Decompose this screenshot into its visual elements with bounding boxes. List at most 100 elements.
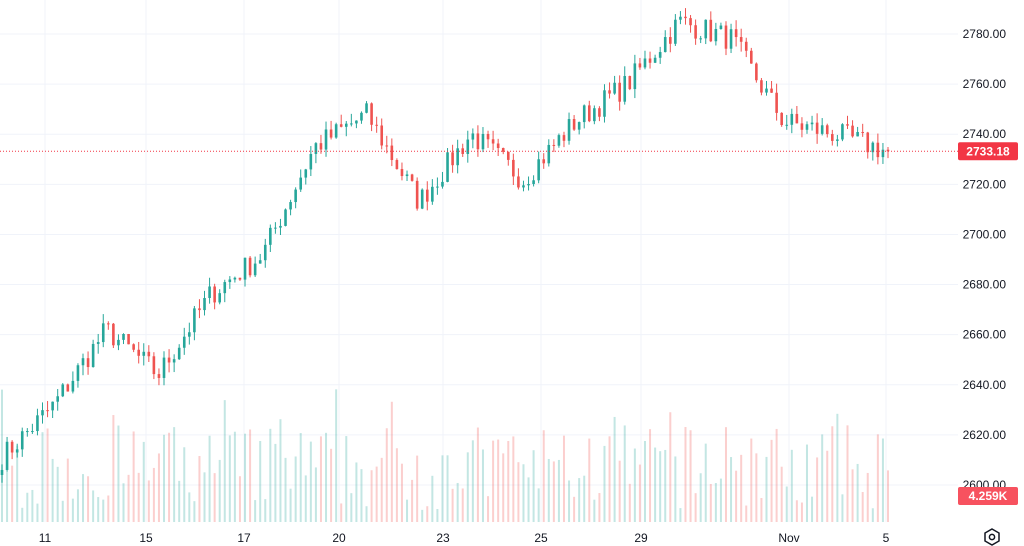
volume-bar — [365, 506, 368, 522]
volume-bar — [279, 419, 282, 522]
candle-body — [471, 133, 475, 140]
volume-bar — [461, 488, 464, 522]
candle-body — [653, 57, 657, 63]
candle-body — [876, 142, 880, 158]
volume-bar — [826, 450, 829, 522]
candle-body — [390, 145, 394, 161]
candle-body — [122, 334, 125, 340]
candle-body — [724, 25, 728, 49]
volume-bar — [330, 448, 333, 522]
candle-body — [512, 159, 515, 177]
volume-bar — [228, 435, 231, 522]
candle-body — [886, 149, 890, 152]
candle-body — [643, 58, 647, 68]
candle-body — [304, 169, 308, 178]
candle-body — [795, 113, 799, 124]
candle-body — [36, 415, 39, 432]
settings-button[interactable] — [984, 528, 1000, 546]
candle-body — [117, 339, 120, 346]
candle-body — [233, 277, 237, 280]
candle-body — [638, 63, 642, 68]
candle-body — [375, 124, 378, 126]
x-axis[interactable]: 11 15 17 20 23 25 29 Nov 5 — [39, 531, 890, 545]
volume-bar — [340, 503, 343, 522]
volume-bar — [380, 457, 383, 522]
candle-body — [628, 76, 632, 90]
volume-bar — [11, 465, 14, 522]
candle-body — [112, 323, 115, 346]
candle-body — [81, 358, 85, 366]
candle-body — [547, 144, 551, 164]
volume-bar — [395, 448, 398, 522]
volume-bar — [643, 440, 646, 522]
volume-bar — [375, 466, 378, 522]
candle-body — [633, 63, 637, 90]
volume-bar — [664, 449, 667, 522]
candles — [0, 8, 890, 483]
volume-bar — [517, 462, 520, 522]
volume-bar — [547, 458, 550, 522]
candle-body — [815, 122, 819, 134]
candle-body — [431, 186, 434, 202]
volume-tag: 4.259K — [958, 487, 1018, 505]
candle-body — [274, 227, 277, 229]
candle-body — [71, 380, 75, 392]
candle-body — [522, 185, 525, 188]
y-tick-label: 2660.00 — [963, 328, 1007, 342]
candle-body — [420, 189, 424, 209]
y-tick-label: 2780.00 — [963, 27, 1007, 41]
volume-bar — [568, 480, 571, 522]
volume-bar — [760, 498, 763, 522]
candle-body — [694, 25, 697, 39]
volume-bar — [421, 509, 424, 522]
candle-body — [750, 50, 753, 64]
volume-bar — [370, 470, 373, 522]
candle-body — [218, 293, 222, 303]
candle-body — [496, 143, 500, 149]
volume-bar — [203, 472, 206, 522]
candle-body — [861, 132, 864, 134]
candle-body — [314, 143, 318, 154]
volume-bar — [82, 474, 85, 522]
candle-body — [360, 112, 363, 121]
volume-bar — [335, 389, 338, 522]
candle-body — [436, 186, 439, 188]
candle-body — [648, 58, 652, 63]
volume-bar — [831, 426, 834, 522]
volume-bar — [654, 447, 657, 522]
candle-body — [339, 124, 343, 127]
candle-body — [689, 18, 692, 26]
candle-body — [380, 125, 384, 146]
candle-body — [365, 103, 368, 113]
candle-body — [147, 351, 151, 357]
volume-bar — [269, 428, 272, 522]
candle-body — [481, 133, 485, 150]
volume-bar — [6, 472, 9, 522]
volume-bar — [147, 480, 150, 522]
volume-bar — [487, 496, 490, 522]
volume-bar — [46, 428, 49, 522]
candle-body — [491, 139, 495, 144]
candle-body — [456, 148, 459, 166]
candle-body — [831, 134, 834, 141]
volume-bar — [552, 461, 555, 522]
candle-body — [26, 431, 29, 433]
candle-body — [466, 139, 470, 154]
volume-bar — [102, 499, 105, 522]
candle-body — [587, 105, 591, 122]
volume-bar — [193, 501, 196, 522]
y-axis[interactable]: 2600.002620.002640.002660.002680.002700.… — [963, 27, 1007, 492]
volume-bar — [512, 436, 515, 522]
volume-bar — [578, 478, 581, 522]
candle-body — [279, 225, 282, 228]
candle-body — [172, 359, 176, 363]
candle-body — [668, 37, 672, 44]
volume-bar — [603, 445, 606, 522]
candle-body — [744, 41, 748, 51]
volume-bar — [233, 431, 236, 522]
volume-bar — [41, 432, 44, 522]
candle-body — [324, 129, 328, 150]
x-tick-label: 25 — [534, 531, 548, 545]
volume-bar — [588, 438, 591, 522]
